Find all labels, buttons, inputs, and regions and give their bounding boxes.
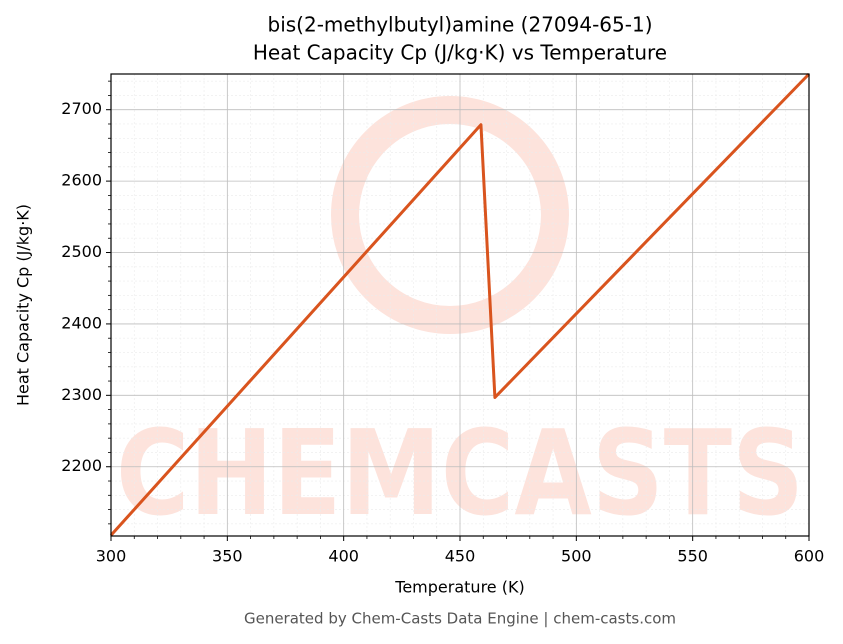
y-tick-label: 2700 [61, 99, 102, 118]
y-axis-label: Heat Capacity Cp (J/kg·K) [14, 204, 33, 406]
x-tick-label: 450 [445, 547, 476, 566]
y-tick-label: 2500 [61, 242, 102, 261]
x-tick-label: 550 [677, 547, 708, 566]
footer: Generated by Chem-Casts Data Engine | ch… [244, 610, 676, 628]
watermark-logo [331, 96, 569, 334]
y-tick-label: 2600 [61, 171, 102, 190]
x-tick-label: 300 [96, 547, 127, 566]
y-tick-label: 2300 [61, 385, 102, 404]
chart-subtitle: Heat Capacity Cp (J/kg·K) vs Temperature [253, 41, 667, 65]
x-axis-label: Temperature (K) [394, 578, 524, 597]
plot-frame [110, 73, 810, 537]
chart-title: bis(2-methylbutyl)amine (27094-65-1) [268, 13, 653, 37]
data-line [109, 72, 811, 537]
x-tick-label: 600 [794, 547, 825, 566]
x-tick-label: 400 [328, 547, 359, 566]
y-tick-label: 2200 [61, 456, 102, 475]
y-tick-label: 2400 [61, 313, 102, 332]
x-tick-label: 350 [212, 547, 243, 566]
x-tick-label: 500 [561, 547, 592, 566]
